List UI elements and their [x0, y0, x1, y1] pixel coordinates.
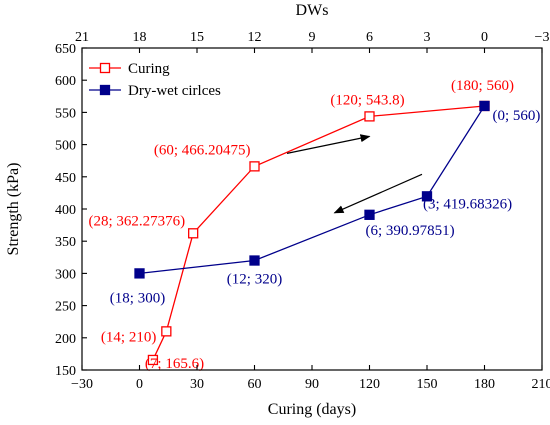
x-axis-title: Curing (days) — [268, 401, 356, 418]
x-tick-label: 120 — [359, 377, 380, 392]
y-tick-label: 200 — [55, 332, 76, 347]
top-tick-label: 21 — [75, 30, 89, 45]
y-tick-label: 550 — [55, 106, 76, 121]
y-tick-label: 650 — [55, 42, 76, 57]
data-label-curing: (14; 210) — [101, 329, 156, 345]
data-label-curing: (120; 543.8) — [330, 92, 404, 108]
data-point-dry-wet — [421, 191, 433, 202]
x-tick-label: 60 — [248, 377, 262, 392]
legend-label-curing: Curing — [128, 61, 170, 77]
data-point-curing — [147, 354, 159, 366]
data-label-dry-wet: (6; 390.97851) — [366, 223, 455, 239]
series-layer — [134, 100, 490, 366]
data-point-curing — [364, 111, 375, 122]
legend-marker-dry-wet — [99, 84, 111, 96]
y-tick-label: 450 — [55, 171, 76, 186]
x-tick-label: 210 — [532, 377, 550, 392]
data-point-dry-wet — [249, 255, 260, 266]
data-label-curing: (7; 165.6) — [145, 356, 204, 372]
data-point-curing — [161, 326, 172, 337]
legend-marker-curing — [99, 62, 111, 74]
data-point-dry-wet — [364, 209, 375, 220]
top-tick-label: 12 — [248, 30, 262, 45]
y-tick-label: 600 — [55, 74, 76, 89]
data-point-curing — [249, 161, 260, 172]
top-tick-label: 15 — [190, 30, 204, 45]
y-tick-label: 150 — [55, 364, 76, 379]
data-label-dry-wet: (18; 300) — [110, 290, 165, 306]
series-line-dry-wet — [139, 105, 486, 275]
y-tick-label: 500 — [55, 139, 76, 154]
dry-wet-direction-arrow — [333, 173, 423, 214]
data-label-curing: (180; 560) — [451, 78, 514, 94]
legend: Curing Dry-wet cirlces — [89, 61, 221, 99]
data-label-dry-wet: (12; 320) — [227, 272, 282, 288]
data-point-dry-wet — [134, 268, 145, 279]
x-tick-label: −30 — [71, 377, 93, 392]
x-tick-label: 90 — [305, 377, 319, 392]
top-tick-label: −3 — [535, 30, 550, 45]
y-axis-title: Strength (kPa) — [5, 163, 22, 256]
top-tick-label: 3 — [424, 30, 431, 45]
data-label-curing: (28; 362.27376) — [88, 213, 185, 229]
annotation-layer — [286, 134, 423, 214]
top-tick-label: 6 — [366, 30, 373, 45]
x-tick-label: 180 — [474, 377, 495, 392]
top-tick-label: 9 — [309, 30, 316, 45]
top-tick-label: 18 — [133, 30, 147, 45]
y-tick-label: 250 — [55, 300, 76, 315]
y-tick-label: 350 — [55, 235, 76, 250]
data-label-dry-wet: (3; 419.68326) — [423, 196, 512, 212]
data-point-curing — [188, 228, 199, 239]
y-tick-label: 300 — [55, 267, 76, 282]
data-label-layer: (7; 165.6) (14; 210) (28; 362.27376) (60; 4… — [88, 78, 540, 372]
x-tick-label: 30 — [190, 377, 204, 392]
top-axis-title: DWs — [296, 2, 329, 19]
data-point-dry-wet — [479, 100, 490, 112]
data-label-curing: (60; 466.20475) — [154, 142, 251, 158]
legend-label-dry-wet: Dry-wet cirlces — [128, 83, 221, 99]
data-label-dry-wet: (0; 560) — [493, 108, 541, 124]
curing-direction-arrow — [286, 134, 371, 154]
y-tick-label: 400 — [55, 203, 76, 218]
x-tick-label: 0 — [136, 377, 143, 392]
x-tick-label: 150 — [417, 377, 438, 392]
top-tick-label: 0 — [481, 30, 488, 45]
